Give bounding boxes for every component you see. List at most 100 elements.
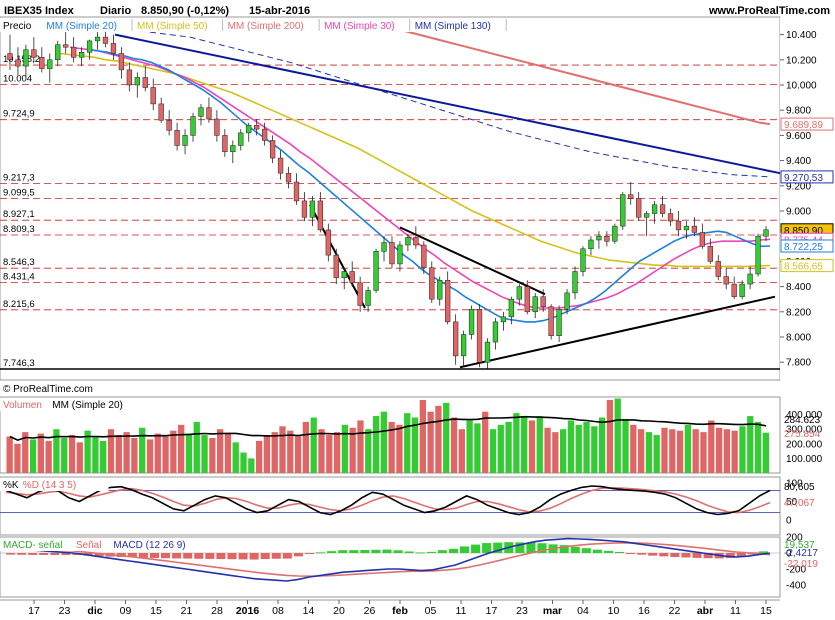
price-tick-label: 9.800 xyxy=(786,106,811,117)
price-tick-label: 10.000 xyxy=(786,81,817,92)
candle-body xyxy=(63,44,69,48)
volume-bar xyxy=(139,427,146,473)
candle-body xyxy=(31,49,37,58)
macd-histogram-bar xyxy=(293,553,303,557)
x-tick-label: 11 xyxy=(730,605,741,617)
volume-bar xyxy=(224,433,232,473)
macd-histogram-bar xyxy=(559,545,569,553)
candle-body xyxy=(222,135,228,153)
volume-bar xyxy=(255,440,263,473)
volume-bar xyxy=(201,435,208,473)
price-tick-label: 9.000 xyxy=(786,207,811,218)
candle-body xyxy=(293,181,300,202)
candle-body xyxy=(246,125,252,134)
candle-body xyxy=(691,225,698,233)
stochastic-panel xyxy=(0,476,781,536)
candle-body xyxy=(747,273,753,285)
macd-histogram-bar xyxy=(183,553,193,559)
macd-histogram-bar xyxy=(327,551,337,553)
volume-bar xyxy=(287,430,294,473)
candle-body xyxy=(23,49,29,67)
macd-legend-item: Señal xyxy=(76,540,102,551)
volume-bar xyxy=(209,437,216,473)
macd-histogram-bar xyxy=(94,553,104,557)
macd-histogram-bar xyxy=(581,548,591,553)
volume-bar xyxy=(68,435,76,473)
macd-histogram-bar xyxy=(515,542,525,553)
value-tag-box xyxy=(780,239,834,253)
volume-bar xyxy=(575,424,582,473)
x-tick-label: 28 xyxy=(211,605,223,617)
volume-bar xyxy=(645,432,653,473)
volume-bar xyxy=(653,435,660,473)
volume-bar xyxy=(404,413,411,473)
candle-body xyxy=(612,225,618,242)
candle-body xyxy=(405,237,411,246)
x-tick-label: 08 xyxy=(272,605,284,617)
value-tag-box xyxy=(780,170,834,184)
macd-histogram-bar xyxy=(17,553,27,555)
support-label: 8.809,3 xyxy=(3,224,35,235)
macd-histogram-bar xyxy=(736,553,746,557)
volume-bar xyxy=(185,433,193,473)
header-date: 15-abr-2016 xyxy=(249,5,310,17)
candle-body xyxy=(715,261,721,277)
value-tag-box xyxy=(780,117,834,131)
price-tick-label: 10.200 xyxy=(786,55,817,66)
candle-body xyxy=(341,271,347,279)
volume-bar xyxy=(489,429,497,473)
x-tick-label: 09 xyxy=(120,605,132,617)
macd-histogram-bar xyxy=(260,553,270,560)
candle-body xyxy=(158,103,164,121)
volume-bar xyxy=(388,421,395,473)
x-tick-label: 20 xyxy=(333,605,345,617)
value-tag-label: 9.270,53 xyxy=(784,173,823,184)
candle-body xyxy=(309,200,316,218)
volume-bar xyxy=(29,439,37,473)
x-tick-label: mar xyxy=(543,605,562,617)
candle-body xyxy=(349,271,355,284)
x-tick-label: 16 xyxy=(638,605,650,617)
volume-bar xyxy=(762,432,769,473)
candle-body xyxy=(214,118,220,136)
candle-body xyxy=(118,53,125,71)
volume-bar xyxy=(318,429,325,473)
candle-body xyxy=(166,120,172,131)
volume-bar xyxy=(521,417,528,473)
macd-tag-label: -22,019 xyxy=(784,559,818,570)
volume-bar xyxy=(22,432,29,473)
volume-bar xyxy=(536,416,543,473)
volume-bar xyxy=(349,427,356,473)
candle-body xyxy=(755,235,761,275)
macd-histogram-bar xyxy=(637,553,647,555)
price-tick-label: 9.400 xyxy=(786,156,811,167)
volume-bar xyxy=(326,435,333,473)
candle-body xyxy=(102,36,109,44)
macd-histogram-bar xyxy=(6,553,16,555)
volume-bar xyxy=(302,421,310,473)
value-tag-label: 8.722,25 xyxy=(784,242,823,253)
volume-legend-item: MM (Simple 20) xyxy=(52,400,123,411)
header-site[interactable]: www.ProRealTime.com xyxy=(708,5,830,17)
macd-histogram-bar xyxy=(415,552,425,554)
macd-histogram-bar xyxy=(271,553,281,559)
mm130-line xyxy=(149,31,771,178)
volume-bar xyxy=(6,436,13,473)
support-label: 10.004 xyxy=(3,73,32,84)
candle-body xyxy=(150,87,156,105)
volume-bar xyxy=(419,400,426,473)
volume-bar xyxy=(474,423,481,473)
macd-panel xyxy=(0,536,781,598)
volume-bar xyxy=(700,432,707,473)
macd-tick-label: 0 xyxy=(786,549,792,560)
macd-histogram-bar xyxy=(659,553,669,557)
macd-histogram-bar xyxy=(371,549,381,553)
macd-legend-item: MACD (12 26 9) xyxy=(113,540,185,551)
volume-bar xyxy=(372,416,380,473)
candle-body xyxy=(301,200,308,218)
volume-bar xyxy=(661,427,668,473)
candle-body xyxy=(413,237,419,246)
candle-body xyxy=(604,235,610,242)
candle-body xyxy=(285,172,292,183)
support-label: 10.158,2 xyxy=(3,54,40,65)
